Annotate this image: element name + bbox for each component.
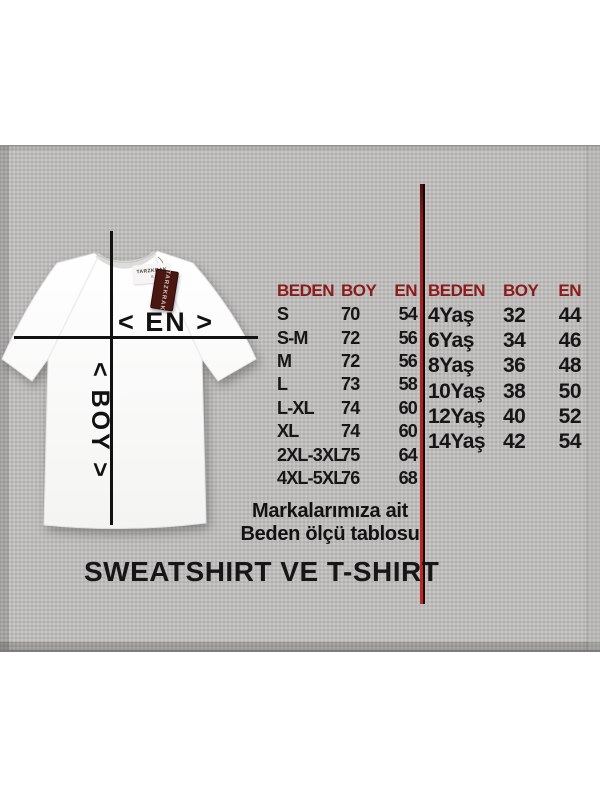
kids-age-label: 14Yaş bbox=[428, 430, 486, 454]
kids-boy-value: 36 bbox=[503, 354, 526, 378]
table-caption: Markalarımıza ait Beden ölçü tablosu bbox=[238, 500, 422, 546]
adult-size-label: XL bbox=[277, 421, 299, 442]
kids-boy-value: 40 bbox=[503, 404, 526, 428]
adult-header-en: EN bbox=[394, 280, 417, 300]
adult-size-label: M bbox=[277, 350, 292, 371]
adult-boy-value: 72 bbox=[341, 350, 360, 371]
adult-size-label: L-XL bbox=[277, 397, 315, 418]
neck-size-text: S bbox=[150, 273, 154, 280]
kids-header-en: EN bbox=[558, 280, 581, 300]
adult-size-label: 2XL-3XL bbox=[277, 444, 344, 465]
adult-header-boy: BOY bbox=[341, 280, 377, 300]
kids-size-row: 12Yaş 40 52 bbox=[428, 404, 582, 429]
adult-en-value: 68 bbox=[398, 467, 418, 488]
kids-size-row: 14Yaş 42 54 bbox=[428, 429, 582, 454]
adult-boy-value: 72 bbox=[341, 327, 360, 348]
adult-en-value: 56 bbox=[398, 350, 418, 371]
kids-boy-value: 32 bbox=[503, 303, 526, 327]
adult-size-row: XL 74 60 bbox=[277, 420, 418, 443]
collar-edge bbox=[94, 250, 158, 264]
kids-age-label: 6Yaş bbox=[428, 328, 474, 352]
adult-size-label: L bbox=[277, 374, 288, 395]
adult-size-row: 2XL-3XL 75 64 bbox=[277, 443, 418, 466]
kids-age-label: 12Yaş bbox=[428, 404, 486, 428]
kids-size-table: BEDEN BOY EN 4Yaş 32 44 6Yaş 34 46 bbox=[428, 278, 582, 455]
adult-en-value: 60 bbox=[398, 421, 418, 442]
adult-table-header: BEDEN BOY EN bbox=[277, 278, 418, 303]
adult-en-value: 60 bbox=[398, 397, 418, 418]
adult-size-table: BEDEN BOY EN S 70 54 S-M 72 56 bbox=[277, 278, 418, 490]
adult-boy-value: 74 bbox=[341, 397, 360, 418]
gray-framed-panel: < EN > < BOY > TARZKRAK S TARZKRAK BEDEN… bbox=[0, 145, 600, 652]
adult-size-label: S-M bbox=[277, 327, 308, 348]
raglan-seam-left bbox=[47, 256, 99, 360]
kids-size-row: 8Yaş 36 48 bbox=[428, 354, 582, 379]
kids-age-label: 8Yaş bbox=[428, 354, 474, 378]
kids-boy-value: 38 bbox=[503, 379, 526, 403]
kids-age-label: 10Yaş bbox=[428, 379, 486, 403]
kids-en-value: 48 bbox=[558, 354, 582, 378]
adult-size-row: 4XL-5XL 76 68 bbox=[277, 467, 418, 490]
kids-en-value: 50 bbox=[558, 379, 582, 403]
collar-ribbing bbox=[95, 251, 157, 269]
adult-en-value: 58 bbox=[398, 374, 418, 395]
kids-table-header: BEDEN BOY EN bbox=[428, 278, 582, 303]
page-title: SWEATSHIRT VE T-SHIRT bbox=[84, 556, 440, 587]
adult-boy-value: 75 bbox=[341, 444, 360, 465]
adult-size-row: S-M 72 56 bbox=[277, 326, 418, 349]
kids-header-beden: BEDEN bbox=[428, 280, 486, 300]
en-width-label: < EN > bbox=[117, 307, 215, 337]
kids-size-row: 10Yaş 38 50 bbox=[428, 379, 582, 404]
adult-size-label: S bbox=[277, 304, 289, 325]
adult-size-row: M 72 56 bbox=[277, 350, 418, 373]
kids-age-label: 4Yaş bbox=[428, 303, 474, 327]
adult-boy-value: 76 bbox=[341, 467, 360, 488]
adult-boy-value: 74 bbox=[341, 421, 360, 442]
adult-en-value: 54 bbox=[398, 304, 418, 325]
kids-size-row: 4Yaş 32 44 bbox=[428, 303, 582, 328]
kids-en-value: 44 bbox=[558, 303, 582, 327]
adult-size-label: 4XL-5XL bbox=[277, 467, 344, 488]
kids-size-row: 6Yaş 34 46 bbox=[428, 328, 582, 353]
tshirt-graphic bbox=[1, 250, 257, 530]
adult-size-row: L 73 58 bbox=[277, 373, 418, 396]
kids-boy-value: 34 bbox=[503, 328, 526, 352]
hang-tag-text: TARZKRAK bbox=[158, 269, 171, 311]
kids-en-value: 54 bbox=[558, 430, 582, 454]
adult-boy-value: 73 bbox=[341, 374, 360, 395]
adult-en-value: 56 bbox=[398, 327, 418, 348]
boy-measure-line bbox=[110, 231, 113, 525]
adult-en-value: 64 bbox=[398, 444, 418, 465]
kids-header-boy: BOY bbox=[503, 280, 539, 300]
kids-en-value: 46 bbox=[558, 328, 582, 352]
boy-length-label: < BOY > bbox=[86, 362, 114, 480]
red-divider-line bbox=[420, 184, 425, 604]
caption-line-2: Beden ölçü tablosu bbox=[240, 523, 420, 545]
en-measure-line bbox=[14, 336, 258, 339]
adult-header-beden: BEDEN bbox=[277, 280, 335, 300]
kids-boy-value: 42 bbox=[503, 430, 526, 454]
adult-size-row: L-XL 74 60 bbox=[277, 397, 418, 420]
adult-boy-value: 70 bbox=[341, 304, 360, 325]
caption-line-1: Markalarımıza ait bbox=[251, 500, 409, 522]
kids-en-value: 52 bbox=[558, 404, 582, 428]
adult-size-row: S 70 54 bbox=[277, 303, 418, 326]
tshirt-body bbox=[1, 250, 257, 530]
